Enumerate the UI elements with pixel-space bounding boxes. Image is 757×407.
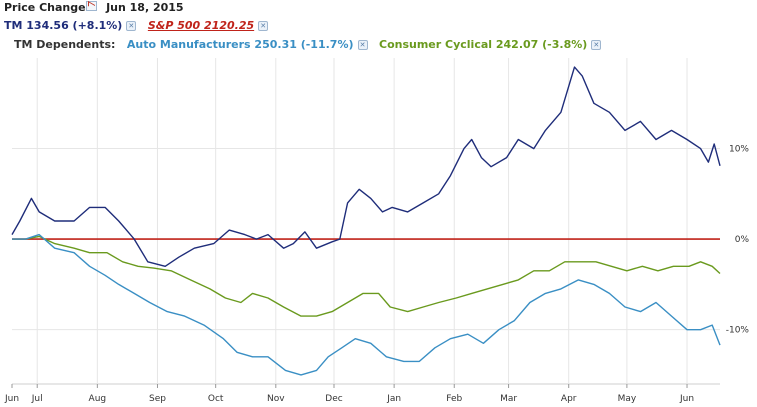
- x-tick-label: Apr: [561, 394, 577, 404]
- chart-date: Jun 18, 2015: [106, 1, 184, 14]
- remove-sp500-close-icon[interactable]: ✕: [258, 21, 269, 31]
- remove-auto-close-icon[interactable]: ✕: [357, 40, 368, 50]
- series-line-tm: [11, 66, 721, 267]
- x-tick-label: Jul: [31, 394, 43, 404]
- legend-row-dependents: TM Dependents: Auto Manufacturers 250.31…: [14, 38, 757, 51]
- x-tick-label: Jan: [386, 394, 401, 404]
- x-tick-label: May: [618, 394, 637, 404]
- x-tick-label: Aug: [89, 394, 107, 404]
- y-tick-label: 10%: [729, 145, 749, 155]
- x-tick-label: Jun: [679, 394, 694, 404]
- remove-consumer-close-icon[interactable]: ✕: [591, 40, 602, 50]
- price-change-chart: Jun Jul Aug Sep Oct Nov Dec Jan Feb Mar Apr May Jun 1…: [4, 58, 750, 404]
- remove-tm-close-icon[interactable]: ✕: [126, 21, 137, 31]
- x-tick-label: Jun: [4, 394, 19, 404]
- x-tick-label: Nov: [267, 394, 285, 404]
- x-tick-label: Sep: [149, 394, 166, 404]
- legend-row-primary: TM 134.56 (+8.1%) ✕ S&P 500 2120.25 ✕: [4, 19, 757, 32]
- legend-sp500[interactable]: S&P 500 2120.25: [147, 19, 255, 32]
- series-line-consumer-cyclical: [12, 235, 721, 317]
- legend-tm[interactable]: TM 134.56 (+8.1%): [4, 19, 123, 32]
- legend-auto-manufacturers[interactable]: Auto Manufacturers 250.31 (-11.7%): [126, 38, 354, 51]
- legend-consumer-cyclical[interactable]: Consumer Cyclical 242.07 (-3.8%): [379, 38, 588, 51]
- x-tick-label: Dec: [325, 394, 342, 404]
- x-tick-label: Mar: [500, 394, 517, 404]
- y-tick-label: -10%: [726, 326, 750, 336]
- chart-title: Price Change: [4, 1, 86, 14]
- series-line-auto-manufacturers: [12, 233, 721, 376]
- x-tick-label: Feb: [446, 394, 462, 404]
- dependents-label: TM Dependents:: [14, 38, 116, 51]
- chart-header: Price Change Jun 18, 2015: [4, 1, 757, 14]
- y-tick-label: 0%: [735, 235, 750, 245]
- chart-settings-icon[interactable]: [85, 1, 97, 11]
- x-tick-label: Oct: [208, 394, 224, 404]
